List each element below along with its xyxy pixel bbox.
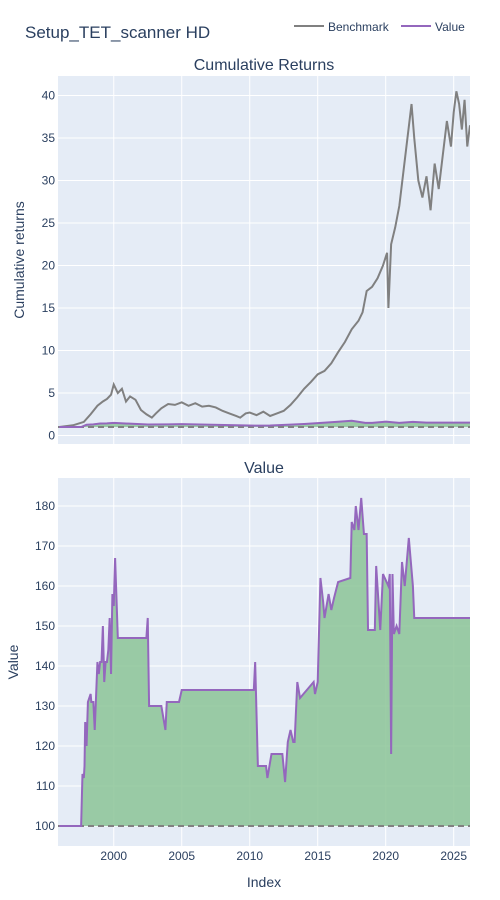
cumulative-returns-gridlines xyxy=(58,76,470,444)
value-y-tick-label: 100 xyxy=(35,819,55,833)
cumulative-returns-y-tick-label: 30 xyxy=(42,174,56,188)
cumulative-returns-y-ticks: 0 5 10 15 20 25 30 35 40 xyxy=(42,89,56,443)
legend-item-value[interactable]: Value xyxy=(401,20,465,34)
value-y-tick-label: 140 xyxy=(35,659,55,673)
x-tick-label: 2010 xyxy=(236,849,263,863)
x-tick-label: 2000 xyxy=(100,849,127,863)
cumulative-returns-y-tick-label: 15 xyxy=(42,301,56,315)
legend-benchmark-label: Benchmark xyxy=(328,20,390,34)
value-value-line xyxy=(59,497,470,827)
cumulative-returns-subplot: Cumulative Returns Cumulative returns 0 5… xyxy=(11,57,470,444)
legend-item-benchmark[interactable]: Benchmark xyxy=(294,20,390,34)
cumulative-returns-y-tick-label: 25 xyxy=(42,216,56,230)
x-tick-label: 2025 xyxy=(440,849,467,863)
cumulative-returns-value-fill xyxy=(59,420,470,428)
benchmark-line xyxy=(59,91,470,428)
value-y-tick-label: 180 xyxy=(35,499,55,513)
cumulative-returns-y-tick-label: 20 xyxy=(42,259,56,273)
cumulative-returns-y-tick-label: 35 xyxy=(42,131,56,145)
page-title: Setup_TET_scanner HD xyxy=(25,23,210,42)
x-axis-title: Index xyxy=(247,874,281,890)
value-value-fill xyxy=(59,498,470,826)
cumulative-returns-y-axis-title: Cumulative returns xyxy=(11,201,27,319)
value-y-ticks: 100 110 120 130 140 150 160 170 180 xyxy=(35,499,55,833)
value-marks xyxy=(58,497,470,827)
value-y-tick-label: 160 xyxy=(35,579,55,593)
x-tick-label: 2020 xyxy=(372,849,399,863)
cumulative-returns-marks xyxy=(58,91,470,429)
cumulative-returns-y-tick-label: 5 xyxy=(48,386,55,400)
cumulative-returns-y-tick-label: 0 xyxy=(48,429,55,443)
cumulative-returns-y-tick-label: 10 xyxy=(42,344,56,358)
value-y-axis-title: Value xyxy=(5,644,21,679)
x-tick-label: 2005 xyxy=(168,849,195,863)
value-title: Value xyxy=(244,460,284,477)
value-y-tick-label: 150 xyxy=(35,619,55,633)
x-tick-label: 2015 xyxy=(304,849,331,863)
cumulative-returns-plot-area xyxy=(58,76,470,444)
legend-value-label: Value xyxy=(435,20,465,34)
value-y-tick-label: 110 xyxy=(36,779,55,793)
cumulative-returns-y-tick-label: 40 xyxy=(42,89,56,103)
value-y-tick-label: 170 xyxy=(35,539,55,553)
value-subplot: Value Value 100110120130140150160170180 … xyxy=(5,460,470,890)
value-y-tick-label: 120 xyxy=(35,739,55,753)
cumulative-returns-title: Cumulative Returns xyxy=(194,57,335,74)
cumulative-returns-value-line xyxy=(59,419,470,429)
value-y-tick-label: 130 xyxy=(35,699,55,713)
legend[interactable]: Benchmark Value xyxy=(294,20,465,34)
x-ticks: 2000 2005 2010 2015 2020 2025 xyxy=(100,849,467,863)
